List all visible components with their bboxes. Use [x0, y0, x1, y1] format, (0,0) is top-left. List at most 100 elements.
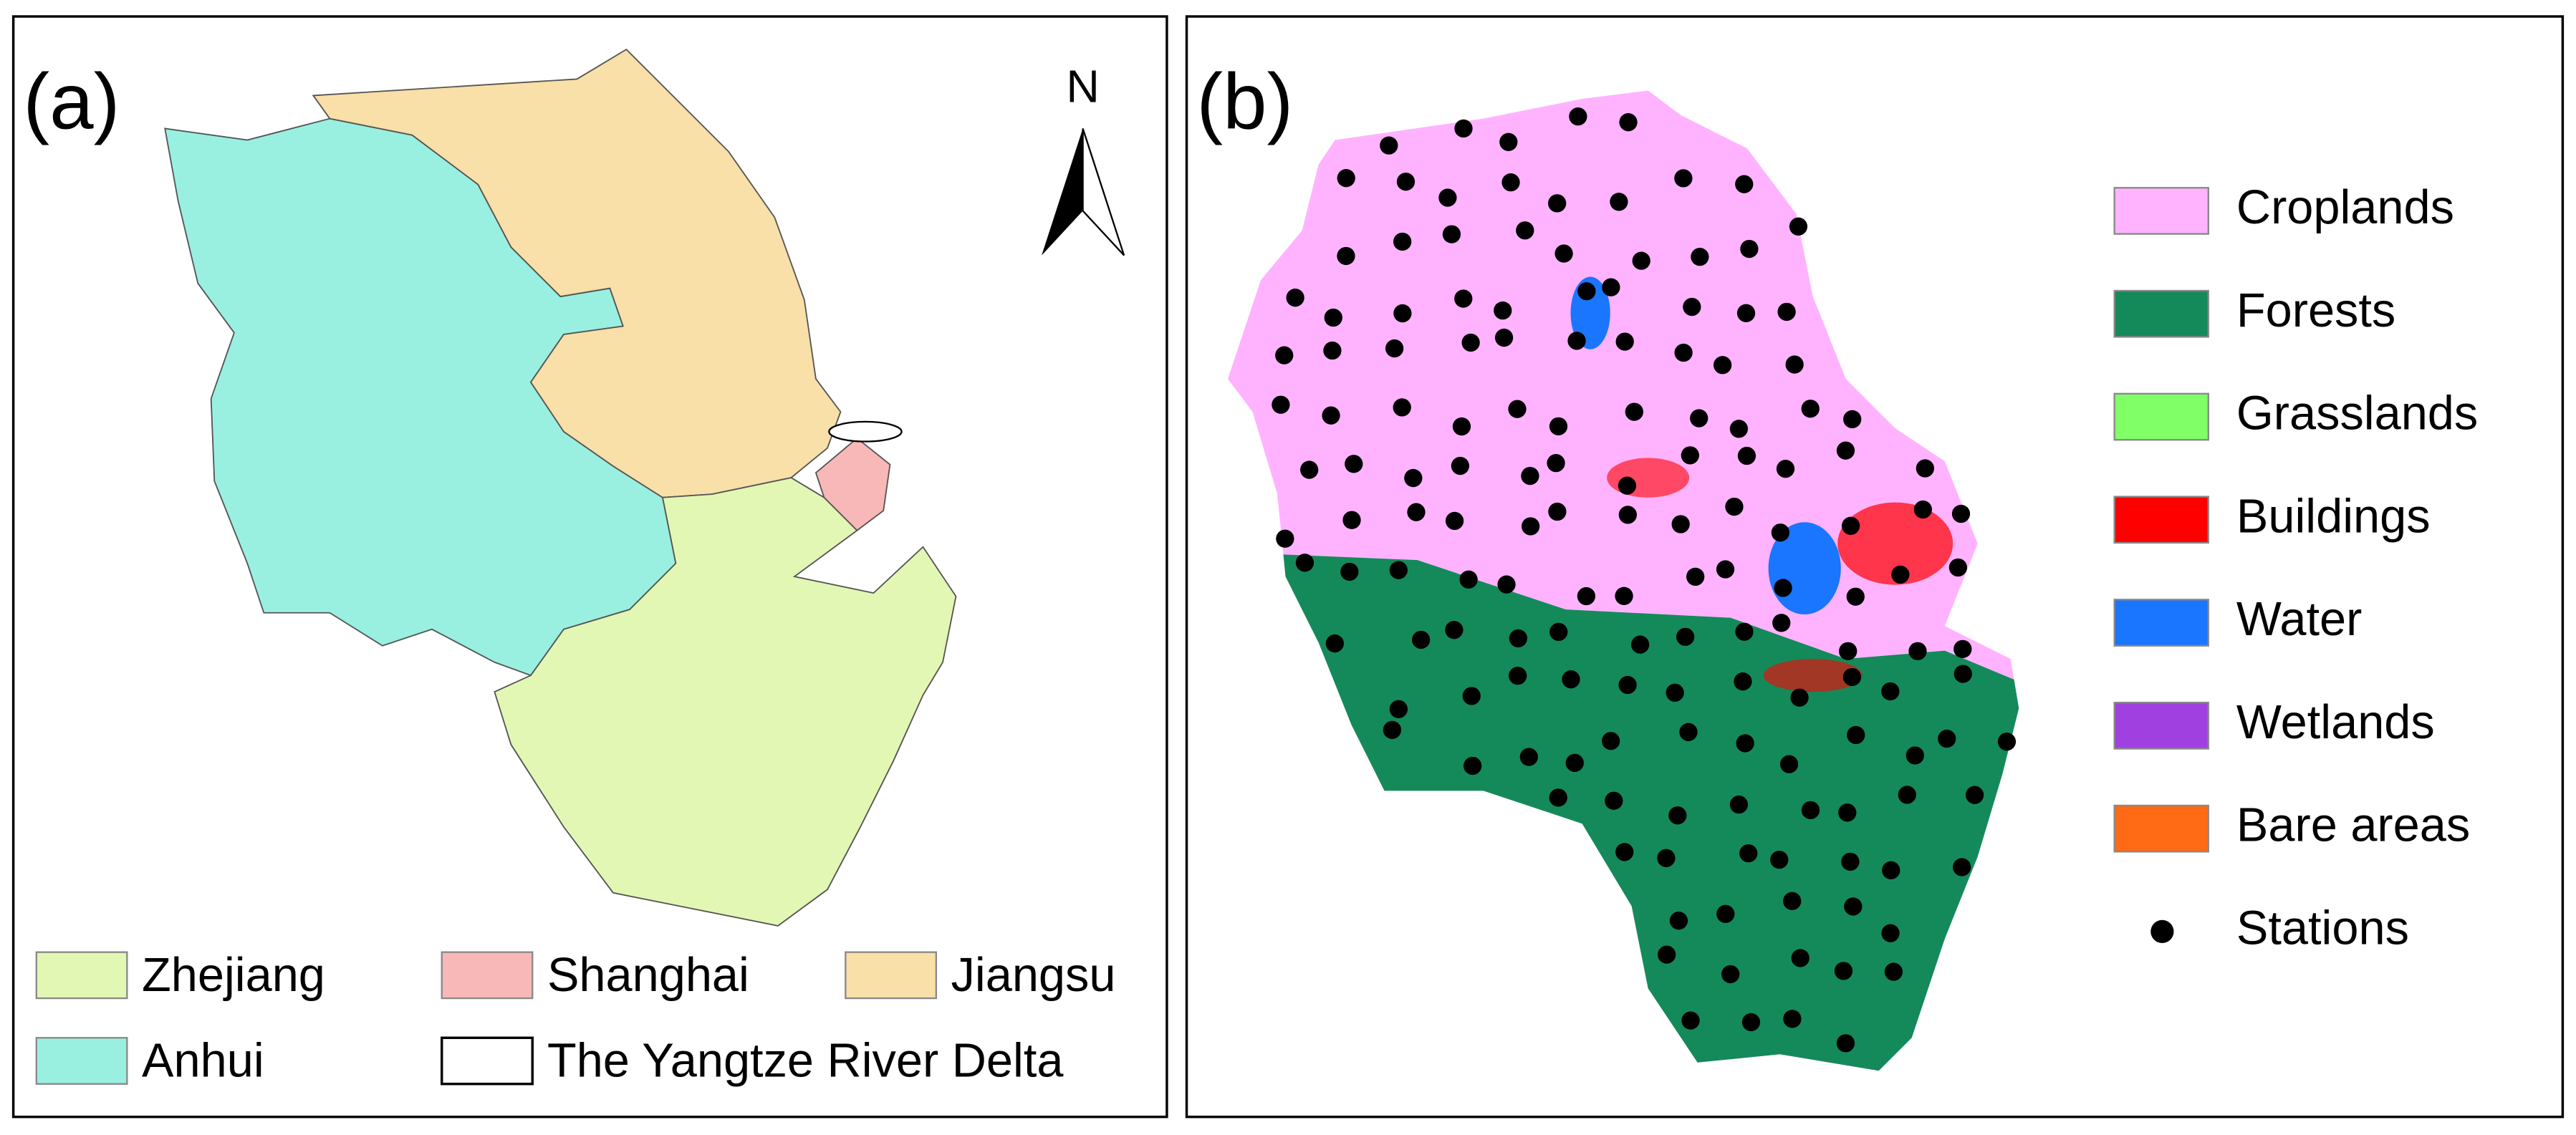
- legend-label: Water: [2236, 593, 2362, 646]
- station: [1666, 683, 1684, 702]
- legend-a: Zhejiang Shanghai Jiangsu Anhui The Yang…: [35, 949, 1116, 1088]
- station: [1686, 567, 1705, 586]
- station: [1891, 565, 1910, 584]
- station: [1619, 113, 1638, 132]
- station: [1905, 746, 1924, 765]
- station: [1843, 410, 1862, 429]
- station: [1452, 417, 1471, 436]
- buildings-area: [1837, 502, 1953, 585]
- swatch: [2113, 289, 2209, 338]
- station: [1618, 506, 1638, 524]
- station: [1668, 806, 1687, 825]
- station: [1547, 454, 1565, 473]
- station: [1741, 1013, 1761, 1032]
- station: [1713, 356, 1732, 375]
- station: [1736, 304, 1756, 322]
- station: [1777, 302, 1796, 322]
- station: [1548, 502, 1567, 521]
- station: [1791, 949, 1810, 967]
- legend-label: Shanghai: [547, 949, 749, 1002]
- station: [1916, 459, 1935, 478]
- station: [1393, 398, 1411, 417]
- station: [1839, 642, 1857, 661]
- north-label: N: [1066, 61, 1100, 112]
- station: [1625, 402, 1643, 421]
- station: [1790, 688, 1809, 707]
- station: [1674, 343, 1693, 362]
- station: [1562, 670, 1580, 689]
- station: [1324, 308, 1342, 327]
- station: [1739, 844, 1758, 863]
- station: [1716, 560, 1735, 579]
- station: [1951, 504, 1971, 523]
- station: [1615, 586, 1633, 605]
- station: [1508, 400, 1527, 418]
- station: [1340, 562, 1359, 581]
- swatch: [2113, 187, 2209, 235]
- station: [1521, 517, 1540, 536]
- legend-label: Grasslands: [2236, 387, 2478, 440]
- station: [1295, 554, 1315, 572]
- station: [1690, 409, 1708, 428]
- station: [1997, 733, 2017, 751]
- station: [1834, 962, 1853, 980]
- station: [1657, 945, 1676, 964]
- station: [1801, 801, 1820, 820]
- station: [1948, 558, 1968, 577]
- island: [828, 420, 903, 443]
- station: [1345, 455, 1363, 473]
- station: [1836, 441, 1855, 460]
- station: [1884, 962, 1903, 981]
- legend-label: Stations: [2236, 902, 2409, 955]
- swatch: [2113, 392, 2209, 441]
- station: [1389, 561, 1408, 579]
- station: [1615, 843, 1634, 861]
- station: [1772, 614, 1791, 632]
- station: [1679, 723, 1698, 741]
- station: [1681, 446, 1699, 465]
- station: [1838, 803, 1857, 822]
- legend-label: Jiangsu: [951, 949, 1116, 1002]
- station: [1846, 587, 1865, 606]
- station: [1337, 169, 1355, 188]
- station: [1952, 858, 1971, 876]
- station: [1669, 912, 1688, 930]
- station: [1615, 332, 1634, 351]
- station: [1610, 193, 1628, 211]
- station: [1554, 244, 1573, 263]
- station: [1549, 788, 1567, 807]
- station: [1286, 289, 1304, 307]
- station: [1657, 849, 1676, 867]
- station: [1272, 395, 1290, 414]
- panel-label: (a): [23, 57, 120, 145]
- legend-label: Wetlands: [2236, 696, 2435, 749]
- legend-label: Croplands: [2236, 181, 2454, 234]
- station: [1383, 720, 1402, 739]
- station: [1501, 173, 1520, 192]
- station: [1521, 466, 1539, 486]
- station: [1683, 297, 1701, 317]
- station: [1445, 511, 1464, 531]
- station: [1519, 748, 1538, 766]
- station: [1785, 355, 1804, 374]
- swatch: [441, 951, 534, 1000]
- station: [1691, 247, 1709, 266]
- station: [1411, 630, 1431, 649]
- station: [1445, 621, 1464, 639]
- station: [1462, 687, 1481, 705]
- station: [1908, 642, 1927, 661]
- legend-label: Forests: [2236, 284, 2395, 337]
- station: [1681, 1011, 1700, 1030]
- station: [1913, 500, 1933, 519]
- station: [1322, 406, 1340, 425]
- station: [1632, 251, 1650, 270]
- station: [1774, 579, 1792, 597]
- legend-label: Anhui: [142, 1035, 264, 1088]
- station: [1836, 1034, 1855, 1053]
- station: [1605, 791, 1623, 810]
- legend-label: Zhejiang: [142, 949, 325, 1002]
- station: [1454, 289, 1473, 308]
- station: [1953, 639, 1972, 659]
- station: [1459, 570, 1478, 589]
